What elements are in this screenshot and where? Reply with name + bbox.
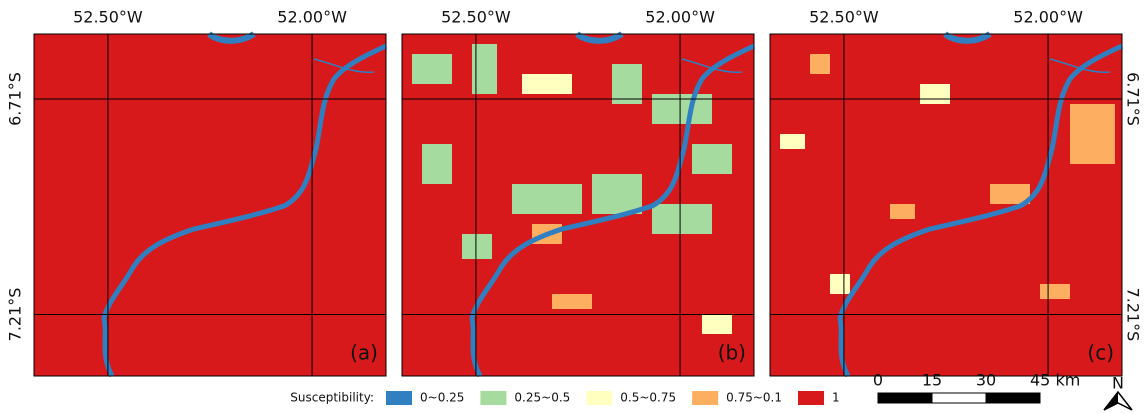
panel-frame (33, 33, 387, 377)
panel-label: (a) (350, 341, 378, 365)
scale-segment (931, 392, 987, 404)
scale-tick: 0 (873, 371, 883, 390)
panel-frame (401, 33, 755, 377)
longitude-label: 52.50°W (73, 8, 143, 27)
legend-title: Susceptibility: (290, 391, 374, 405)
north-arrow-fill (1104, 392, 1118, 410)
longitude-label: 52.50°W (441, 8, 511, 27)
scale-tick: 45 km (1030, 371, 1080, 390)
legend-swatch (586, 391, 613, 405)
longitude-label: 52.00°W (645, 8, 715, 27)
north-label: N (1112, 374, 1124, 393)
scale-tick: 30 (976, 371, 996, 390)
legend-swatch (692, 391, 719, 405)
panel-frame (769, 33, 1123, 377)
legend-swatch (480, 391, 507, 405)
scale-segment (877, 392, 933, 404)
legend-label: 1 (832, 391, 840, 405)
latitude-label: 7.21°S (6, 288, 25, 342)
legend-label: 0.25~0.5 (514, 391, 570, 405)
latitude-label: 7.21°S (1124, 288, 1143, 342)
panel-c (770, 34, 1122, 376)
legend-swatch (386, 391, 412, 405)
legend-label: 0.5~0.75 (620, 391, 676, 405)
panel-a (34, 34, 386, 376)
panel-label: (b) (718, 341, 746, 365)
legend-label: 0~0.25 (420, 391, 464, 405)
latitude-label: 6.71°S (6, 72, 25, 126)
scale-segment (985, 392, 1041, 404)
panel-label: (c) (1087, 341, 1114, 365)
panel-b (402, 34, 754, 376)
legend-swatch (798, 391, 824, 405)
latitude-label: 6.71°S (1124, 72, 1143, 126)
longitude-label: 52.00°W (277, 8, 347, 27)
longitude-label: 52.00°W (1013, 8, 1083, 27)
scale-tick: 15 (922, 371, 942, 390)
longitude-label: 52.50°W (809, 8, 879, 27)
legend-label: 0.75~0.1 (726, 391, 782, 405)
